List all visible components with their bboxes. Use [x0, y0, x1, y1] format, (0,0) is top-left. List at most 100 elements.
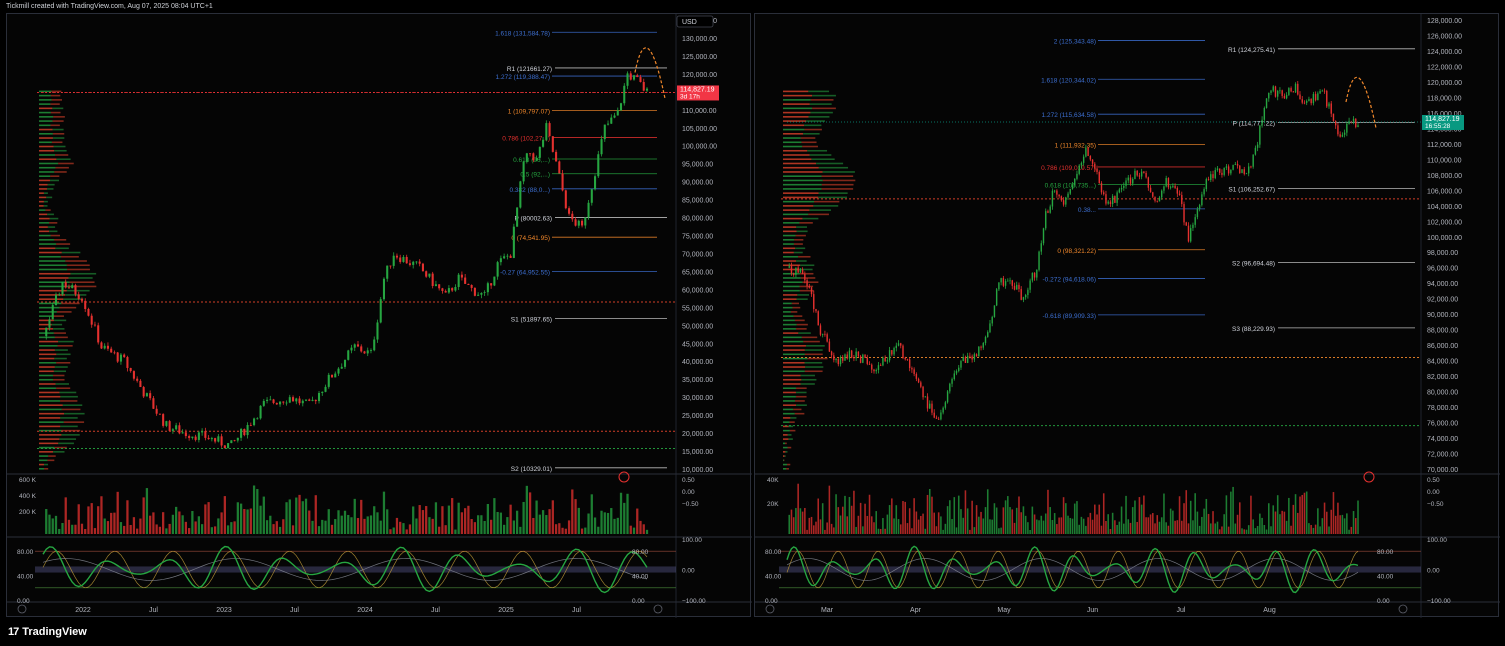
volume-bar: [58, 528, 61, 534]
candle-body: [958, 367, 960, 371]
candle-body: [509, 255, 512, 258]
volume-bar: [1187, 523, 1190, 534]
volume-bar: [1065, 503, 1067, 534]
candle-body: [568, 208, 571, 214]
volume-bar: [1105, 520, 1107, 534]
volume-profile-bar: [49, 230, 58, 233]
volume-bar: [421, 510, 425, 534]
volume-profile-bar: [39, 222, 50, 224]
x-tick-label: Aug: [1263, 607, 1276, 614]
weekly-chart-svg[interactable]: 135,000.00130,000.00125,000.00120,000.00…: [7, 14, 752, 618]
volume-bar: [1198, 525, 1201, 534]
candle-body: [859, 356, 862, 363]
candle-body: [1274, 86, 1277, 97]
volume-profile-bar: [783, 260, 797, 262]
volume-bar: [220, 512, 223, 534]
y-tick-label: 122,000.00: [1427, 64, 1462, 71]
volume-profile-bar: [51, 99, 63, 101]
volume-bar: [308, 510, 311, 534]
fib-level-label: 1.272 (119,388.47): [496, 74, 550, 81]
candle-body: [561, 173, 564, 191]
volume-bar: [1163, 493, 1165, 534]
volume-profile-bar: [39, 255, 61, 258]
chart-panel-weekly[interactable]: 135,000.00130,000.00125,000.00120,000.00…: [6, 13, 752, 618]
volume-bar: [567, 520, 571, 534]
volume-profile-bar: [783, 306, 793, 309]
volume-bar: [848, 496, 851, 534]
candle-body: [272, 399, 275, 403]
y-tick-label: 30,000.00: [682, 395, 713, 402]
volume-bar: [1183, 503, 1185, 534]
volume-bar: [525, 485, 528, 534]
volume-profile-bar: [822, 179, 856, 182]
candle-body: [893, 348, 895, 355]
volume-profile-bar: [783, 459, 784, 462]
volume-axis-label: 400 K: [19, 493, 37, 500]
fib-level-label: -0.272 (94,618.06): [1043, 276, 1096, 283]
volume-bar: [982, 518, 985, 534]
volume-profile-bar: [43, 200, 48, 203]
candle-body: [223, 445, 226, 449]
volume-profile-bar: [39, 404, 63, 406]
volume-right-axis-label: 0.50: [682, 477, 695, 484]
candle-body: [623, 85, 626, 104]
volume-profile-bar: [787, 446, 792, 449]
volume-profile-bar: [39, 200, 44, 203]
candle-body: [457, 274, 460, 287]
chart-panel-daily[interactable]: 128,000.00 126,000.00 124,000.00 122,000.00…: [754, 13, 1500, 618]
volume-bar: [844, 495, 846, 534]
volume-bar: [142, 497, 145, 534]
y-tick-label: 45,000.00: [682, 341, 713, 348]
volume-bar: [110, 512, 113, 534]
volume-bar: [924, 528, 927, 534]
volume-bar: [350, 517, 353, 534]
candle-body: [1107, 201, 1109, 204]
volume-bar: [90, 503, 93, 534]
volume-profile-bar: [783, 213, 809, 216]
candle-body: [1062, 200, 1065, 205]
volume-profile-bar: [43, 192, 48, 194]
volume-bar: [788, 514, 791, 534]
volume-bar: [882, 518, 884, 534]
volume-profile-bar: [58, 442, 74, 445]
candle-body: [373, 339, 376, 351]
candle-body: [1285, 94, 1288, 99]
volume-bar: [873, 522, 875, 534]
y-tick-label: 25,000.00: [682, 413, 713, 420]
volume-bar: [1207, 513, 1210, 534]
volume-profile-bar: [39, 175, 51, 178]
candle-body: [810, 287, 813, 295]
volume-profile-bar: [783, 357, 808, 360]
candle-body: [1312, 94, 1315, 104]
candle-body: [1232, 164, 1234, 170]
volume-profile-bar: [783, 116, 809, 118]
volume-profile-bar: [783, 366, 806, 368]
volume-bar: [1310, 524, 1312, 534]
volume-profile-bar: [783, 251, 794, 254]
fib-level-label: 1 (111,932.35): [1055, 142, 1096, 149]
daily-chart-svg[interactable]: 128,000.00 126,000.00 124,000.00 122,000.00…: [755, 14, 1500, 618]
volume-bar: [590, 494, 593, 534]
candle-body: [1089, 156, 1092, 160]
volume-bar: [213, 526, 217, 534]
candle-body: [1013, 285, 1016, 290]
volume-bar: [893, 518, 895, 534]
candle-body: [1078, 165, 1080, 174]
candle-body: [788, 266, 790, 268]
volume-profile-bar: [783, 340, 804, 343]
volume-profile-bar: [39, 120, 53, 122]
candle-body: [978, 346, 980, 357]
volume-bar: [373, 506, 376, 534]
volume-bar: [841, 506, 844, 534]
tradingview-logo[interactable]: 17 TradingView: [8, 626, 87, 638]
volume-bar: [1060, 517, 1063, 534]
pivot-level-label: S3 (88,229.93): [1232, 326, 1275, 333]
y-tick-label: 118,000.00: [1427, 95, 1462, 102]
volume-profile-bar: [39, 417, 61, 419]
candle-body: [1328, 103, 1330, 107]
volume-profile-bar: [55, 154, 69, 156]
candle-body: [866, 357, 869, 364]
volume-profile-bar: [54, 336, 68, 339]
volume-bar: [1216, 521, 1219, 534]
candle-body: [1120, 187, 1123, 190]
